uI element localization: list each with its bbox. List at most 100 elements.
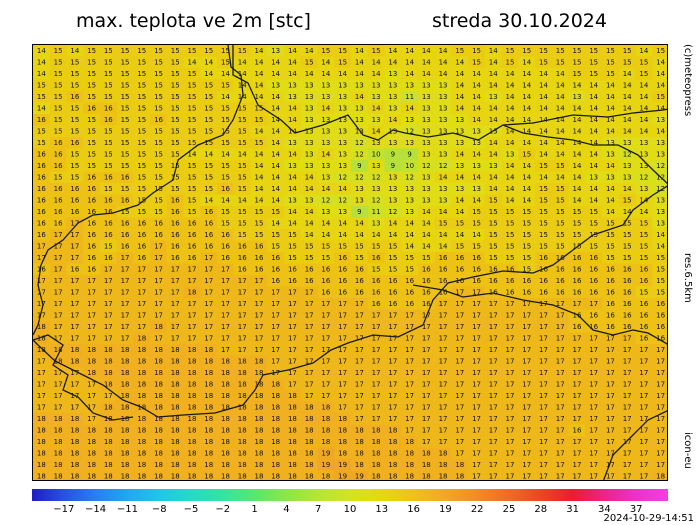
grid-value: 16 [422,277,431,285]
grid-value: 17 [589,335,598,343]
grid-cell [417,45,436,58]
grid-cell [401,114,419,127]
grid-value: 15 [104,162,113,170]
grid-value: 14 [606,185,615,193]
grid-value: 12 [355,174,364,182]
grid-cell [351,114,369,127]
grid-value: 13 [288,162,297,170]
grid-value: 17 [556,415,565,423]
grid-value: 14 [623,82,632,90]
grid-value: 14 [539,139,548,147]
grid-value: 17 [188,335,197,343]
grid-value: 15 [154,162,163,170]
grid-value: 16 [606,323,615,331]
grid-value: 12 [372,174,381,182]
temperature-map[interactable]: 14 15 14 15 15 15 15 15 15 15 15 15 15 14 13 14 14 15 15 14… [32,44,668,481]
grid-value: 17 [589,427,598,435]
grid-value: 16 [355,289,364,297]
grid-value: 18 [254,461,263,469]
grid-value: 17 [623,381,632,389]
grid-value: 13 [305,82,314,90]
grid-value: 13 [305,116,314,124]
grid-value: 16 [372,300,381,308]
grid-cell [116,45,135,58]
grid-cell [99,194,118,207]
grid-cell [33,194,51,207]
grid-value: 17 [321,335,330,343]
grid-value: 17 [37,243,46,251]
grid-cell [284,183,302,196]
grid-cell [652,229,667,242]
grid-cell [535,68,553,81]
grid-value: 15 [472,208,481,216]
grid-value: 15 [506,59,515,67]
grid-cell [434,160,453,173]
grid-value: 13 [422,185,431,193]
grid-cell [233,137,252,150]
grid-cell [635,183,653,196]
grid-value: 15 [188,128,197,136]
grid-cell [49,79,68,92]
grid-value: 17 [572,381,581,389]
grid-value: 18 [121,369,130,377]
grid-value: 17 [405,369,414,377]
grid-value: 9 [357,162,361,170]
grid-value: 15 [221,162,230,170]
grid-cell [284,114,302,127]
grid-value: 18 [87,427,96,435]
grid-value: 16 [137,243,146,251]
grid-value: 16 [589,266,598,274]
grid-cell [284,194,302,207]
grid-value: 14 [656,243,665,251]
grid-cell [150,56,168,69]
grid-value: 17 [539,438,548,446]
grid-value: 17 [572,300,581,308]
grid-cell [183,125,201,138]
grid-value: 17 [455,427,464,435]
grid-value: 17 [70,231,79,239]
grid-cell [568,217,586,230]
grid-cell [518,171,536,184]
grid-cell [501,160,519,173]
colorbar-labels: −17 −14 −11 −8 −5 −2 1 4 7 10 13 16 19 22 25 28 31 34 37 [32,504,668,518]
grid-value: 14 [656,128,665,136]
grid-cell [417,56,436,69]
grid-value: 18 [121,450,130,458]
grid-cell [451,45,469,58]
grid-value: 16 [87,105,96,113]
grid-cell [267,160,285,173]
grid-value: 15 [188,162,197,170]
grid-value: 18 [288,438,297,446]
grid-cell [317,217,335,230]
grid-cell [351,194,369,207]
grid-value: 16 [121,220,130,228]
grid-value: 14 [321,70,330,78]
grid-value: 17 [271,335,280,343]
colorbar-tick-label: 31 [566,504,579,515]
grid-value: 15 [589,220,598,228]
grid-value: 17 [455,415,464,423]
grid-value: 16 [623,312,632,320]
grid-cell [451,68,469,81]
grid-value: 15 [154,139,163,147]
grid-value: 18 [288,404,297,412]
grid-value: 13 [372,185,381,193]
grid-value: 16 [288,266,297,274]
grid-cell [367,91,386,104]
grid-cell [150,125,168,138]
grid-value: 17 [355,346,364,354]
grid-value: 17 [623,335,632,343]
grid-value: 18 [388,461,397,469]
grid-value: 17 [522,346,531,354]
grid-cell [83,229,101,242]
grid-value: 17 [606,427,615,435]
grid-cell [518,217,536,230]
grid-cell [535,194,553,207]
grid-value: 17 [472,392,481,400]
grid-cell [250,79,268,92]
grid-cell [334,137,352,150]
colorbar-tick-label: −5 [183,504,199,515]
grid-value: 16 [321,277,330,285]
grid-value: 15 [589,47,598,55]
grid-value: 13 [472,162,481,170]
